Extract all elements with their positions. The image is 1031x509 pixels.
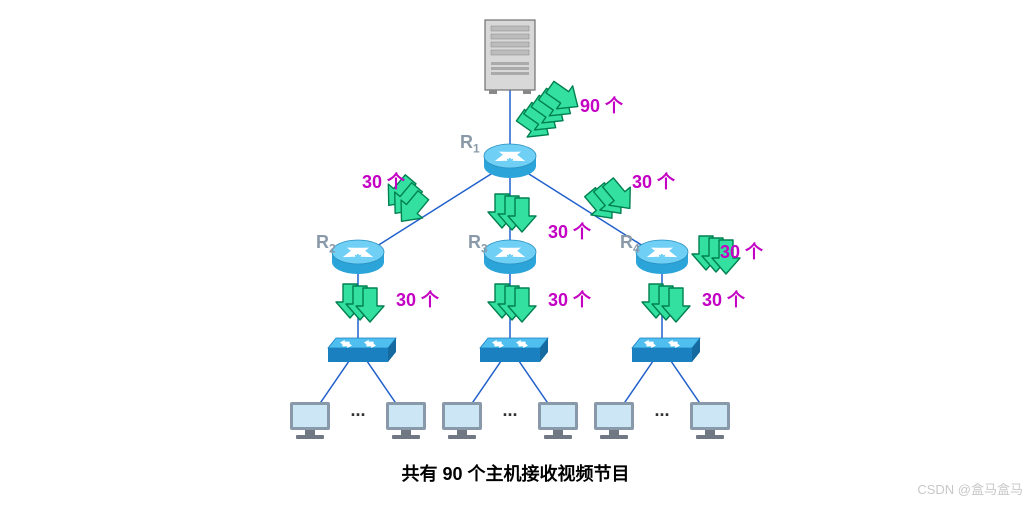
packet-count-label: 30 个	[548, 286, 591, 312]
packet-count-label: 30 个	[362, 168, 405, 194]
svg-text:...: ...	[654, 400, 669, 420]
router-label: R2	[316, 232, 336, 256]
router-label: R1	[460, 132, 480, 156]
packet-count-label: 30 个	[396, 286, 439, 312]
packet-count-label: 30 个	[548, 218, 591, 244]
svg-text:...: ...	[502, 400, 517, 420]
packet-count-label: 30 个	[720, 238, 763, 264]
router-label: R3	[468, 232, 488, 256]
packet-count-label: 30 个	[702, 286, 745, 312]
svg-text:...: ...	[350, 400, 365, 420]
router-label: R4	[620, 232, 640, 256]
packet-count-label: 30 个	[632, 168, 675, 194]
packet-count-label: 90 个	[580, 92, 623, 118]
diagram-svg: .........	[0, 0, 1031, 504]
network-diagram: .........	[0, 0, 1031, 504]
diagram-caption: 共有 90 个主机接收视频节目	[0, 460, 1031, 486]
watermark-text: CSDN @盒马盒马	[917, 479, 1023, 498]
